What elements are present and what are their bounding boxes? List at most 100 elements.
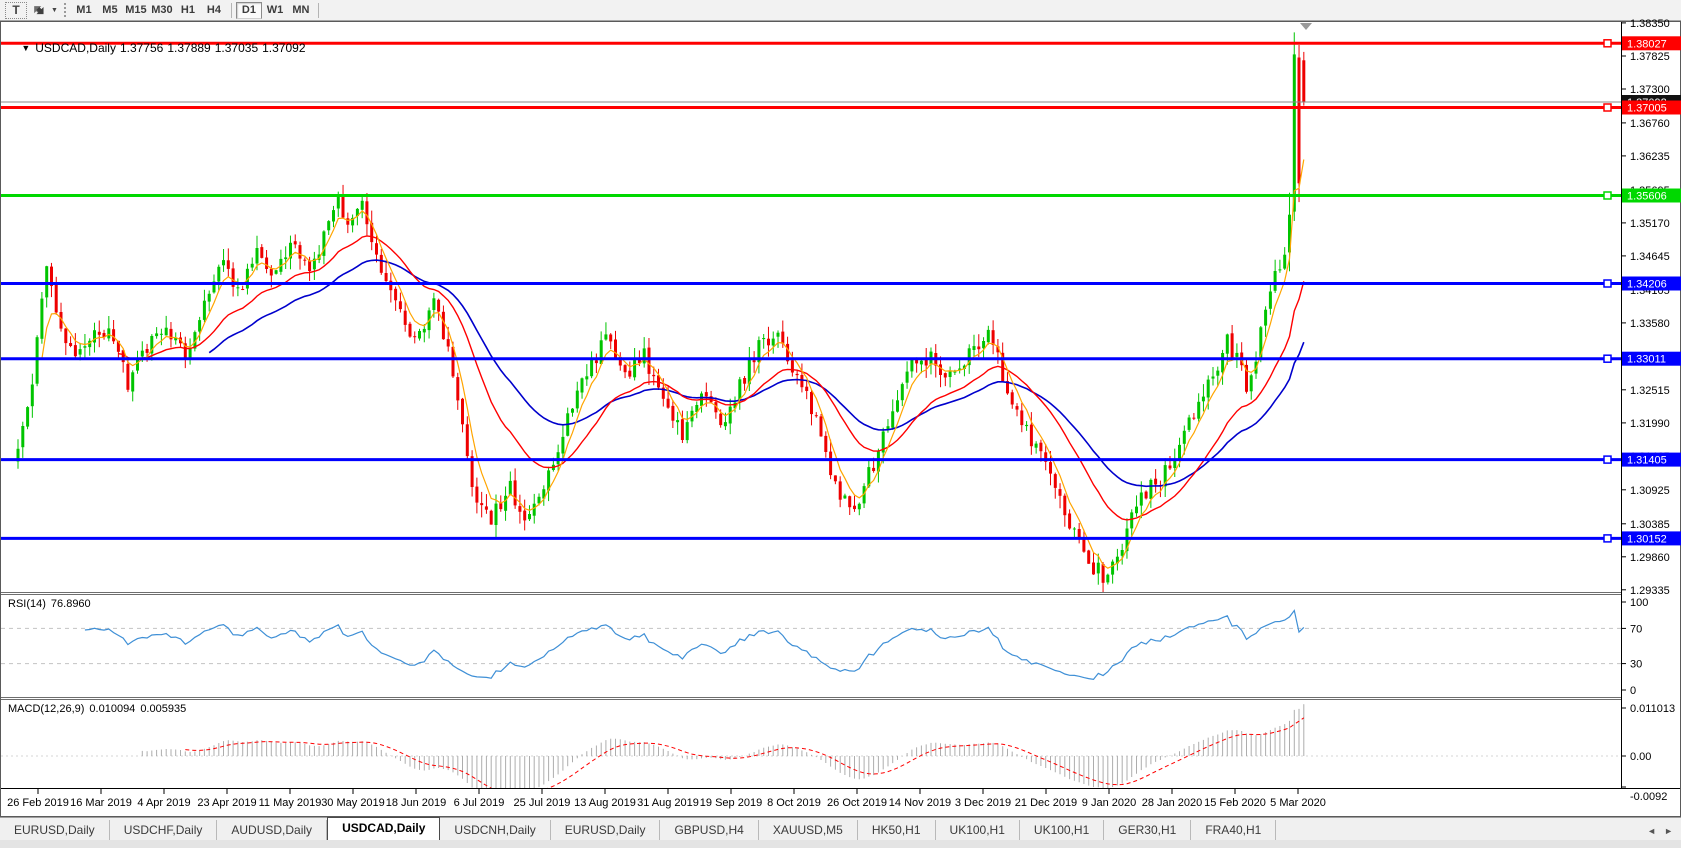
svg-text:1.37825: 1.37825 (1630, 51, 1670, 63)
level-handle[interactable] (1603, 354, 1612, 363)
tab-scroll-left-icon[interactable]: ◄ (1647, 826, 1657, 836)
svg-text:14 Nov 2019: 14 Nov 2019 (889, 797, 951, 809)
chart-tab-uk100-h1[interactable]: UK100,H1 (936, 820, 1020, 840)
timeframe-button-m1[interactable]: M1 (76, 4, 92, 16)
svg-text:21 Dec 2019: 21 Dec 2019 (1015, 797, 1077, 809)
arrows-tool-button[interactable] (27, 2, 49, 19)
level-price-tag: 1.35606 (1622, 188, 1681, 203)
chart-tab-uk100-h1[interactable]: UK100,H1 (1020, 820, 1105, 840)
horizontal-level-lines[interactable] (1, 39, 1621, 543)
toolbar-separator (230, 2, 232, 18)
svg-text:0.00: 0.00 (1630, 751, 1651, 763)
timeframe-button-m5[interactable]: M5 (102, 4, 118, 16)
timeframe-button-mn[interactable]: MN (292, 4, 310, 16)
ohlc-low: 1.37035 (214, 41, 259, 55)
timeframe-button-m15[interactable]: M15 (125, 4, 147, 16)
svg-text:26 Oct 2019: 26 Oct 2019 (827, 797, 887, 809)
chart-tab-eurusd-daily[interactable]: EURUSD,Daily (0, 820, 110, 840)
chart-tab-audusd-daily[interactable]: AUDUSD,Daily (217, 820, 328, 840)
svg-text:1.34645: 1.34645 (1630, 251, 1670, 263)
chart-tab-ger30-h1[interactable]: GER30,H1 (1104, 820, 1192, 840)
macd-name: MACD(12,26,9) (8, 703, 85, 715)
rsi-name: RSI(14) (8, 598, 46, 610)
chart-canvas[interactable]: 1.38350 1.37825 1.37300 1.36760 1.36235 1.356… (0, 0, 1681, 817)
rsi-axis: 100 70 30 0 (1621, 597, 1648, 697)
arrows-icon (33, 6, 44, 15)
symbol-label: USDCAD,Daily (35, 41, 116, 55)
svg-text:1.32515: 1.32515 (1630, 385, 1670, 397)
timeframe-button-d1[interactable]: D1 (235, 1, 262, 19)
svg-text:31 Aug 2019: 31 Aug 2019 (637, 797, 699, 809)
level-price-tag: 1.34206 (1622, 276, 1681, 291)
chart-menu-marker-icon[interactable]: ▼ (21, 43, 31, 53)
tab-scroll-nav: ◄ ► (1647, 826, 1681, 840)
svg-text:1.35606: 1.35606 (1627, 191, 1667, 203)
ohlc-open: 1.37756 (119, 41, 164, 55)
chart-tab-eurusd-daily[interactable]: EURUSD,Daily (551, 820, 661, 840)
svg-text:30: 30 (1630, 659, 1642, 671)
macd-histogram (141, 704, 1305, 788)
panel-separators[interactable] (0, 592, 1621, 700)
svg-text:18 Jun 2019: 18 Jun 2019 (386, 797, 447, 809)
arrows-dropdown-caret-icon[interactable]: ▼ (51, 6, 58, 14)
svg-text:1.37300: 1.37300 (1630, 84, 1670, 96)
level-handle[interactable] (1603, 39, 1612, 48)
svg-text:4 Apr 2019: 4 Apr 2019 (137, 797, 190, 809)
svg-text:1.34206: 1.34206 (1627, 279, 1667, 291)
status-strip (0, 840, 1681, 848)
level-handle[interactable] (1603, 191, 1612, 200)
svg-text:1.36760: 1.36760 (1630, 118, 1670, 130)
svg-text:1.29335: 1.29335 (1630, 585, 1670, 597)
svg-text:1.38027: 1.38027 (1627, 38, 1667, 50)
text-tool-button[interactable]: T (5, 1, 27, 19)
chart-tab-xauusd-m5[interactable]: XAUUSD,M5 (759, 820, 858, 840)
level-handle[interactable] (1603, 103, 1612, 112)
timeframe-button-w1[interactable]: W1 (266, 4, 284, 16)
level-handle[interactable] (1603, 279, 1612, 288)
svg-text:19 Sep 2019: 19 Sep 2019 (700, 797, 762, 809)
timeframe-button-h1[interactable]: H1 (180, 4, 195, 16)
chart-tab-usdchf-daily[interactable]: USDCHF,Daily (110, 820, 218, 840)
timeframe-button-h4[interactable]: H4 (206, 4, 221, 16)
chart-tab-gbpusd-h4[interactable]: GBPUSD,H4 (660, 820, 759, 840)
toolbar-drag-handle[interactable] (63, 3, 66, 17)
chart-background (0, 21, 1681, 817)
chart-tab-fra40-h1[interactable]: FRA40,H1 (1191, 820, 1277, 840)
level-price-tag: 1.31405 (1622, 452, 1681, 467)
svg-text:11 May 2019: 11 May 2019 (259, 797, 322, 809)
svg-text:25 Jul 2019: 25 Jul 2019 (514, 797, 571, 809)
macd-indicator-label: MACD(12,26,9) 0.010094 0.005935 (8, 703, 191, 715)
tab-scroll-right-icon[interactable]: ► (1664, 826, 1673, 836)
level-handle[interactable] (1603, 455, 1612, 464)
level-price-tag: 1.38027 (1622, 36, 1681, 51)
macd-value: 0.010094 (89, 703, 136, 715)
chart-tab-usdcad-daily[interactable]: USDCAD,Daily (327, 817, 441, 840)
level-handle[interactable] (1603, 534, 1612, 543)
rsi-level-lines (1, 627, 1621, 665)
svg-text:1.29860: 1.29860 (1630, 552, 1670, 564)
toolbar-separator (317, 2, 319, 18)
svg-text:15 Feb 2020: 15 Feb 2020 (1204, 797, 1266, 809)
level-price-tag: 1.37005 (1622, 100, 1681, 115)
timeframe-button-m30[interactable]: M30 (151, 4, 173, 16)
rsi-line (84, 609, 1305, 681)
chart-tab-bar: EURUSD,Daily USDCHF,Daily AUDUSD,Daily USDC… (0, 817, 1681, 840)
svg-text:3 Dec 2019: 3 Dec 2019 (955, 797, 1011, 809)
time-axis[interactable]: 26 Feb 2019 16 Mar 2019 4 Apr 2019 23 Apr 2… (7, 789, 1326, 809)
svg-text:1.36235: 1.36235 (1630, 151, 1670, 163)
svg-text:26 Feb 2019: 26 Feb 2019 (7, 797, 69, 809)
svg-text:0: 0 (1630, 685, 1636, 697)
level-price-tag: 1.30152 (1622, 531, 1681, 546)
svg-text:1.31405: 1.31405 (1627, 455, 1667, 467)
svg-text:0.011013: 0.011013 (1630, 703, 1675, 715)
chart-tab-usdcnh-daily[interactable]: USDCNH,Daily (440, 820, 551, 840)
chart-shift-marker-icon[interactable] (1300, 23, 1312, 30)
moving-averages (41, 159, 1305, 569)
chart-title: ▼ USDCAD,Daily 1.37756 1.37889 1.37035 1.3709… (8, 27, 310, 69)
svg-text:1.35170: 1.35170 (1630, 218, 1670, 230)
svg-text:1.38350: 1.38350 (1630, 18, 1670, 30)
svg-text:1.33580: 1.33580 (1630, 318, 1670, 330)
level-price-tag: 1.33011 (1622, 351, 1681, 366)
chart-tab-hk50-h1[interactable]: HK50,H1 (858, 820, 936, 840)
